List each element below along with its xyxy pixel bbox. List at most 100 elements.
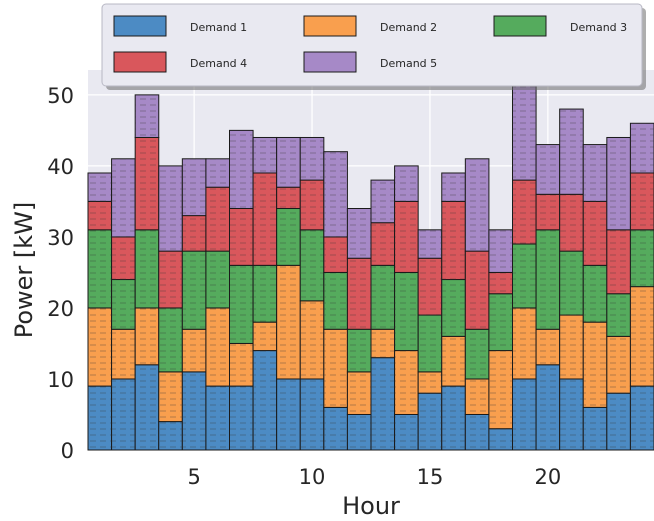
bar-segment-hatch (88, 307, 112, 387)
bar-segment-hatch (418, 315, 442, 372)
bar-segment-hatch (536, 144, 560, 195)
bar-segment-hatch (394, 201, 419, 273)
x-axis-label: Hour (342, 492, 400, 520)
bar-segment-hatch (418, 258, 442, 316)
y-tick-label: 20 (47, 297, 74, 321)
bar-segment-hatch (205, 158, 230, 188)
bar-segment-hatch (135, 364, 159, 450)
legend-label: Demand 3 (570, 21, 627, 34)
legend-swatch-demand-2 (303, 15, 357, 37)
bar-segment-hatch (111, 329, 136, 379)
x-tick-label: 5 (187, 465, 200, 489)
bar-segment-hatch (441, 172, 466, 202)
y-tick-label: 50 (47, 84, 74, 108)
bar-segment-hatch (182, 329, 206, 372)
y-tick-label: 0 (61, 439, 74, 463)
x-tick-label: 10 (299, 465, 326, 489)
bar-segment-hatch (630, 172, 654, 230)
bar-segment-hatch (630, 229, 654, 287)
bar-segment-hatch (606, 293, 631, 337)
bar-segment-hatch (158, 307, 183, 372)
bar-segment-hatch (229, 343, 254, 387)
bar-segment-hatch (323, 236, 348, 273)
bar-segment-hatch (347, 414, 371, 450)
bar-segment-hatch (559, 251, 584, 316)
bar-segment-hatch (488, 293, 513, 351)
bar-segment-hatch (205, 386, 230, 450)
bar-segment-hatch (441, 386, 466, 450)
legend: Demand 1 Demand 2 Demand 3 Demand 4 Demand 5 (101, 3, 646, 90)
bar-segment-hatch (371, 357, 395, 450)
bar-segment-hatch (276, 187, 301, 209)
bar-segment-hatch (394, 272, 419, 351)
y-tick-labels: 0 10 20 30 40 50 (47, 84, 74, 463)
legend-swatch-demand-4 (113, 51, 167, 73)
bar-segment-hatch (488, 428, 513, 450)
bar-segment-hatch (583, 144, 607, 202)
bar-segment-hatch (135, 94, 159, 138)
bar-segment-hatch (488, 272, 513, 294)
bar-segment-hatch (88, 229, 112, 308)
bar-segment-hatch (276, 378, 301, 450)
bar-segment-hatch (135, 229, 159, 308)
bar-segment-hatch (630, 286, 654, 387)
bar-segment-hatch (182, 158, 206, 216)
bar-segment-hatch (606, 336, 631, 394)
bar-segment-hatch (323, 272, 348, 330)
bar-segment-hatch (88, 172, 112, 202)
y-tick-label: 40 (47, 155, 74, 179)
bar-segment-hatch (606, 393, 631, 450)
x-tick-label: 20 (535, 465, 562, 489)
bar-segment-hatch (300, 300, 324, 379)
bar-segment-hatch (606, 229, 631, 294)
bar-segment-hatch (441, 336, 466, 387)
bar-segment-hatch (276, 265, 301, 379)
bar-segment-hatch (300, 137, 324, 181)
bar-segment-hatch (512, 378, 537, 450)
bar-segment-hatch (253, 265, 277, 323)
y-tick-label: 10 (47, 368, 74, 392)
bar-segment-hatch (559, 109, 584, 195)
bar-segment-hatch (536, 229, 560, 330)
bar-series (87, 80, 654, 451)
legend-swatch-demand-1 (113, 15, 167, 37)
bar-segment-hatch (229, 386, 254, 450)
bar-segment-hatch (441, 201, 466, 280)
bar-segment-hatch (253, 172, 277, 266)
bar-segment-hatch (276, 208, 301, 266)
bar-segment-hatch (630, 386, 654, 450)
bar-segment-hatch (253, 137, 277, 173)
bar-segment-hatch (111, 378, 136, 450)
bar-segment-hatch (583, 201, 607, 266)
bar-segment-hatch (512, 307, 537, 379)
bar-segment-hatch (394, 350, 419, 415)
bar-segment-hatch (253, 322, 277, 351)
bar-segment-hatch (111, 236, 136, 280)
legend-label: Demand 2 (380, 21, 437, 34)
bar-segment-hatch (488, 229, 513, 273)
legend-swatch-demand-3 (493, 15, 547, 37)
bar-segment-hatch (583, 265, 607, 323)
bar-segment-hatch (182, 371, 206, 450)
legend-label: Demand 1 (190, 21, 247, 34)
bar-segment-hatch (88, 201, 112, 230)
bar-segment-hatch (371, 222, 395, 266)
bar-segment-hatch (606, 137, 631, 230)
bar-segment-hatch (229, 130, 254, 209)
bar-segment-hatch (512, 180, 537, 245)
bar-segment-hatch (559, 378, 584, 450)
x-tick-label: 15 (417, 465, 444, 489)
bar-segment-hatch (111, 158, 136, 237)
bar-segment-hatch (182, 215, 206, 252)
bar-segment-hatch (583, 407, 607, 450)
bar-segment-hatch (229, 265, 254, 344)
bar-segment-hatch (371, 180, 395, 223)
bar-segment-hatch (229, 208, 254, 266)
bar-segment-hatch (300, 378, 324, 450)
bar-segment-hatch (158, 165, 183, 252)
x-tick-labels: 5 10 15 20 (187, 465, 561, 489)
bar-segment-hatch (371, 265, 395, 330)
bar-segment-hatch (465, 329, 489, 379)
bar-segment-hatch (205, 307, 230, 387)
